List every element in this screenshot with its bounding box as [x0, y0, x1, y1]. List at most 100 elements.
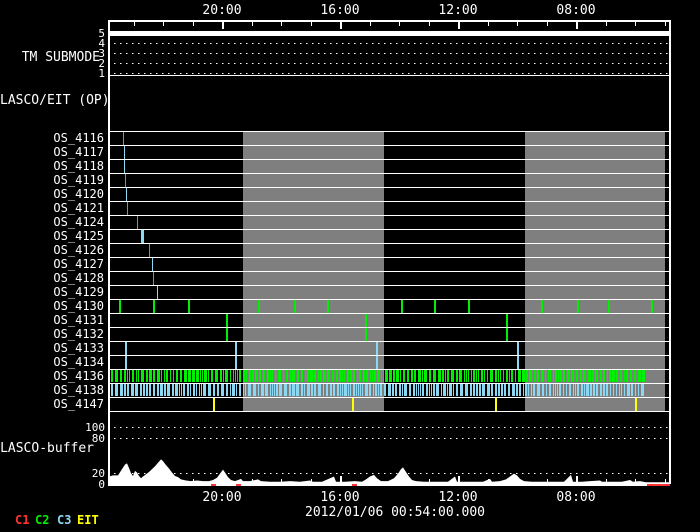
time-tick — [546, 21, 548, 26]
os-row-dense-bar — [167, 384, 170, 396]
buffer-scale-label: 100 — [85, 420, 105, 434]
time-tick — [369, 21, 371, 26]
os-row-dense-bar — [515, 370, 516, 382]
os-row-mark — [541, 300, 543, 313]
time-tick — [635, 21, 636, 26]
os-row-dense-bar — [553, 384, 554, 396]
os-row-dense-bar — [149, 384, 151, 396]
os-row-dense-bar — [479, 384, 481, 396]
os-row-dense-bar — [449, 384, 452, 396]
os-row-mark — [608, 300, 610, 313]
os-row-dense-bar — [296, 384, 299, 396]
legend-item-eit: EIT — [77, 513, 99, 527]
os-row-dense-bar — [433, 370, 436, 382]
os-row-dense-bar — [336, 370, 338, 382]
os-row-dense-bar — [124, 384, 126, 396]
os-row-dense-bar — [569, 384, 571, 396]
os-row-dense-bar — [634, 370, 636, 382]
os-row-dense-bar — [385, 370, 388, 382]
os-row-dense-bar — [619, 384, 620, 396]
plot-right-border — [669, 20, 671, 484]
os-row-dense-bar — [259, 370, 261, 382]
time-label: 08:00 — [556, 3, 596, 18]
os-row-dense-bar — [557, 384, 558, 396]
os-row-dense-bar — [592, 370, 594, 382]
os-row-dense-bar — [357, 370, 358, 382]
os-row-dense-bar — [350, 384, 351, 396]
os-row-dense-bar — [422, 384, 424, 396]
os-row-mark — [376, 356, 378, 369]
os-row-dense-bar — [471, 370, 472, 382]
time-label: 08:00 — [556, 490, 596, 505]
os-row-dense-bar — [115, 370, 118, 382]
os-row-mark — [235, 356, 237, 369]
os-row-dense-bar — [555, 384, 556, 396]
os-row-dense-bar — [506, 370, 508, 382]
os-row-dense-bar — [381, 370, 382, 382]
time-tick — [192, 21, 194, 26]
os-row-dense-bar — [305, 370, 306, 382]
os-row-label: OS_4133 — [53, 341, 104, 355]
os-row-dense-bar — [350, 370, 352, 382]
os-row-dense-bar — [522, 370, 525, 382]
os-row-dense-bar — [573, 384, 574, 396]
os-row-dense-bar — [164, 384, 166, 396]
row-separator-line — [108, 369, 670, 370]
os-row-mark — [140, 230, 144, 243]
os-row-dense-bar — [620, 370, 622, 382]
os-row-mark — [136, 216, 138, 229]
os-row-dense-bar — [384, 384, 386, 396]
os-row-dense-bar — [179, 384, 180, 396]
time-tick — [163, 21, 164, 26]
os-row-dense-bar — [624, 370, 625, 382]
os-row-dense-bar — [255, 370, 258, 382]
os-row-dense-bar — [526, 370, 528, 382]
legend-item-c3: C3 — [57, 513, 72, 527]
os-row-dense-bar — [353, 384, 355, 396]
os-row-dense-bar — [411, 370, 413, 382]
os-row-dense-bar — [176, 370, 178, 382]
os-row-dense-bar — [275, 370, 276, 382]
os-row-dense-bar — [613, 384, 614, 396]
os-row-dense-bar — [550, 370, 551, 382]
buffer-red-baseline-segment — [647, 483, 670, 486]
os-row-dense-bar — [431, 384, 432, 396]
os-row-dense-bar — [369, 384, 371, 396]
time-tick — [664, 21, 666, 26]
os-row-dense-bar — [356, 384, 357, 396]
os-row-dense-bar — [392, 384, 394, 396]
os-row-dense-bar — [529, 370, 532, 382]
os-row-dense-bar — [414, 370, 416, 382]
os-row-label: OS_4129 — [53, 285, 104, 299]
tm-submode-scale-label: 2 — [98, 57, 105, 70]
os-row-dense-bar — [533, 384, 535, 396]
buffer-scale-label: 20 — [91, 466, 105, 480]
os-row-dense-bar — [438, 370, 441, 382]
os-row-dense-bar — [370, 370, 371, 382]
os-row-dense-bar — [304, 384, 305, 396]
os-row-dense-bar — [301, 370, 303, 382]
os-row-dense-bar — [330, 384, 332, 396]
os-row-dense-bar — [577, 384, 579, 396]
tm-panel-bottom-line — [108, 75, 670, 76]
top-axis-line — [108, 20, 670, 22]
os-row-dense-bar — [512, 384, 515, 396]
os-row-dense-bar — [528, 384, 529, 396]
os-row-label: OS_4118 — [53, 159, 104, 173]
os-row-dense-bar — [433, 384, 435, 396]
os-row-dense-bar — [389, 370, 392, 382]
os-row-dense-bar — [603, 384, 605, 396]
time-label: 20:00 — [202, 490, 242, 505]
os-row-mark — [153, 300, 155, 313]
os-row-dense-bar — [363, 370, 365, 382]
os-row-dense-bar — [204, 370, 207, 382]
os-row-dense-bar — [202, 370, 203, 382]
time-tick — [251, 21, 253, 26]
os-row-dense-bar — [276, 384, 278, 396]
os-row-dense-bar — [465, 384, 468, 396]
os-row-dense-bar — [595, 370, 598, 382]
os-row-mark — [651, 300, 653, 313]
os-row-dense-bar — [173, 370, 174, 382]
time-label: 20:00 — [202, 3, 242, 18]
os-row-dense-bar — [157, 384, 159, 396]
